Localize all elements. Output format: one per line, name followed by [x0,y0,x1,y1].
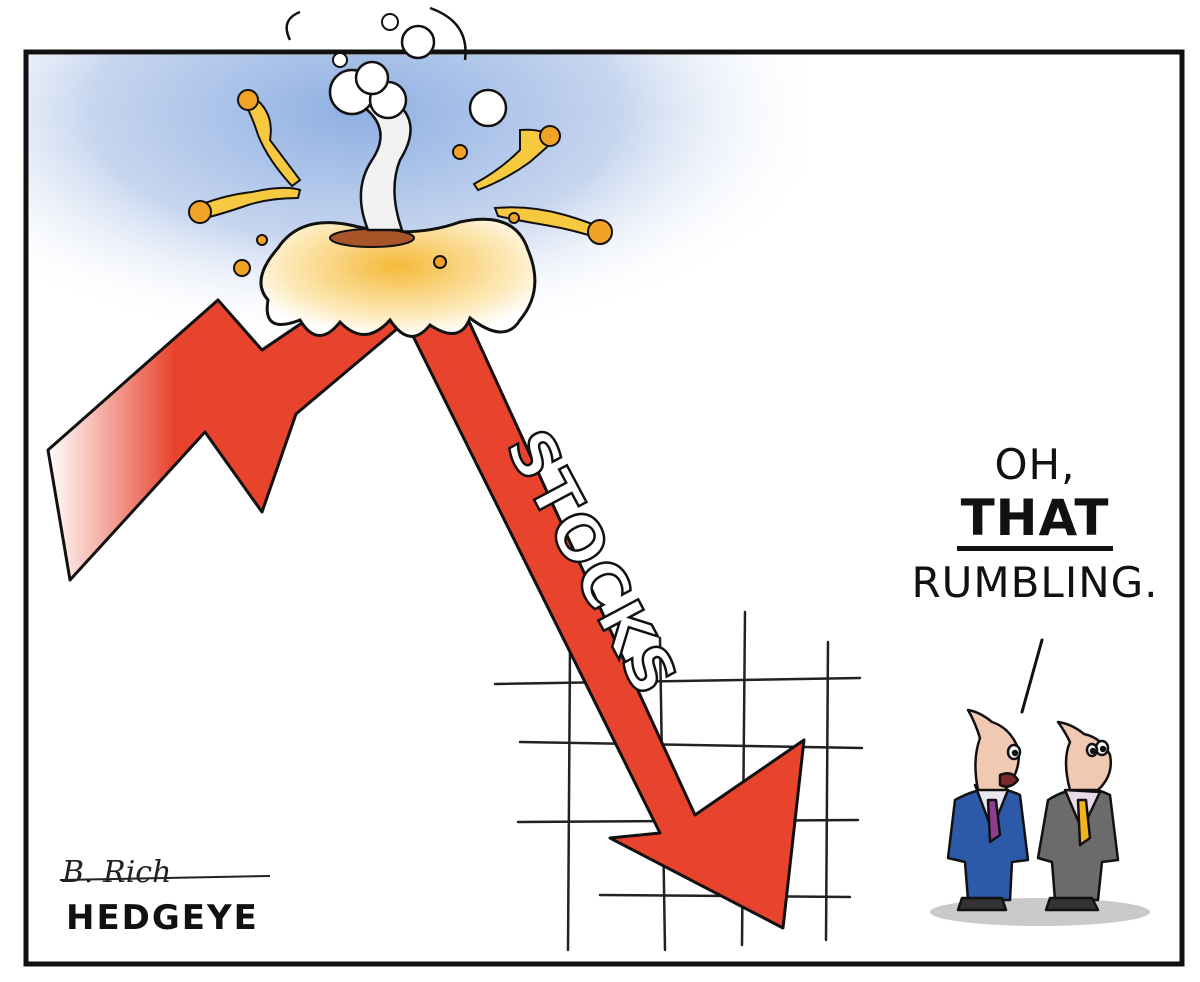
man-blue-suit [946,708,1030,912]
stocks-down-arrow [403,278,806,930]
speech-line-3: RUMBLING. [911,558,1159,607]
speech-line-1: OH, [994,440,1076,489]
signature-underline [59,875,271,881]
volcano-eruption [188,6,613,338]
brand-logo-text: HEDGEYE [66,898,259,938]
man-gray-suit [1036,720,1120,912]
panel-border [23,49,1185,967]
speech-caption: OH, THAT RUMBLING. [900,440,1170,609]
speech-line-2: THAT [956,490,1114,551]
rising-trend-line [46,268,412,582]
artist-signature: B. Rich [62,855,172,890]
speech-pointer [1020,638,1044,714]
